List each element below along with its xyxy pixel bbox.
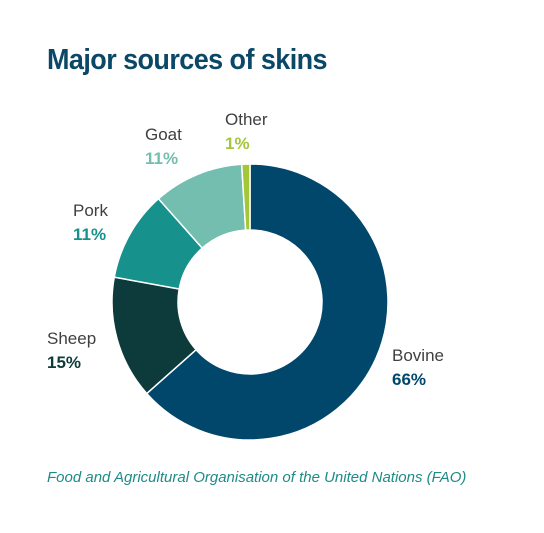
donut-slices [111,163,389,441]
slice-label-sheep: Sheep [47,329,96,348]
slice-label-bovine: Bovine [392,346,444,365]
slice-label-goat: Goat [145,125,182,144]
slice-other [240,163,251,231]
slice-value-pork: 11% [73,225,106,244]
slice-value-other: 1% [225,134,250,153]
slice-label-pork: Pork [73,201,108,220]
slice-value-bovine: 66% [392,370,426,389]
slice-value-sheep: 15% [47,353,81,372]
slice-labels: Bovine 66% Sheep 15% Pork 11% Goat 11% Other 1% [47,110,444,389]
slice-bovine [145,163,389,441]
slice-label-other: Other [225,110,268,129]
chart-title: Major sources of skins [47,44,328,76]
slice-value-goat: 11% [145,149,178,168]
chart-source: Food and Agricultural Organisation of th… [47,469,467,486]
